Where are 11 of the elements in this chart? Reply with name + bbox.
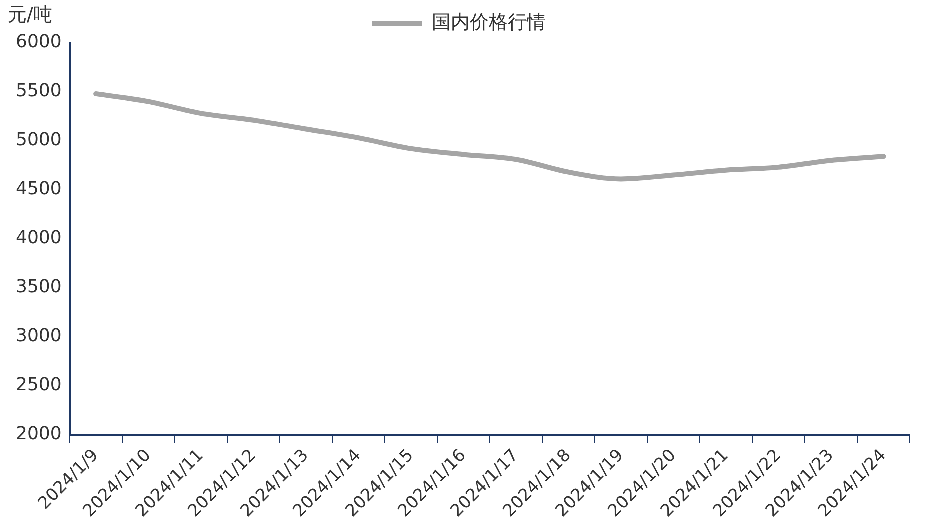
y-tick-label: 4000	[16, 228, 62, 249]
y-tick-label: 5000	[16, 130, 62, 151]
legend-label: 国内价格行情	[432, 11, 546, 34]
y-tick-label: 4500	[16, 178, 62, 200]
y-tick-label: 5500	[16, 80, 62, 102]
y-axis-title: 元/吨	[8, 3, 52, 28]
y-tick-label: 6000	[16, 32, 62, 53]
y-tick-label: 3000	[16, 326, 62, 347]
y-tick-label: 2000	[16, 424, 62, 445]
y-tick-label: 3500	[16, 276, 62, 298]
y-tick-label: 2500	[16, 374, 62, 396]
